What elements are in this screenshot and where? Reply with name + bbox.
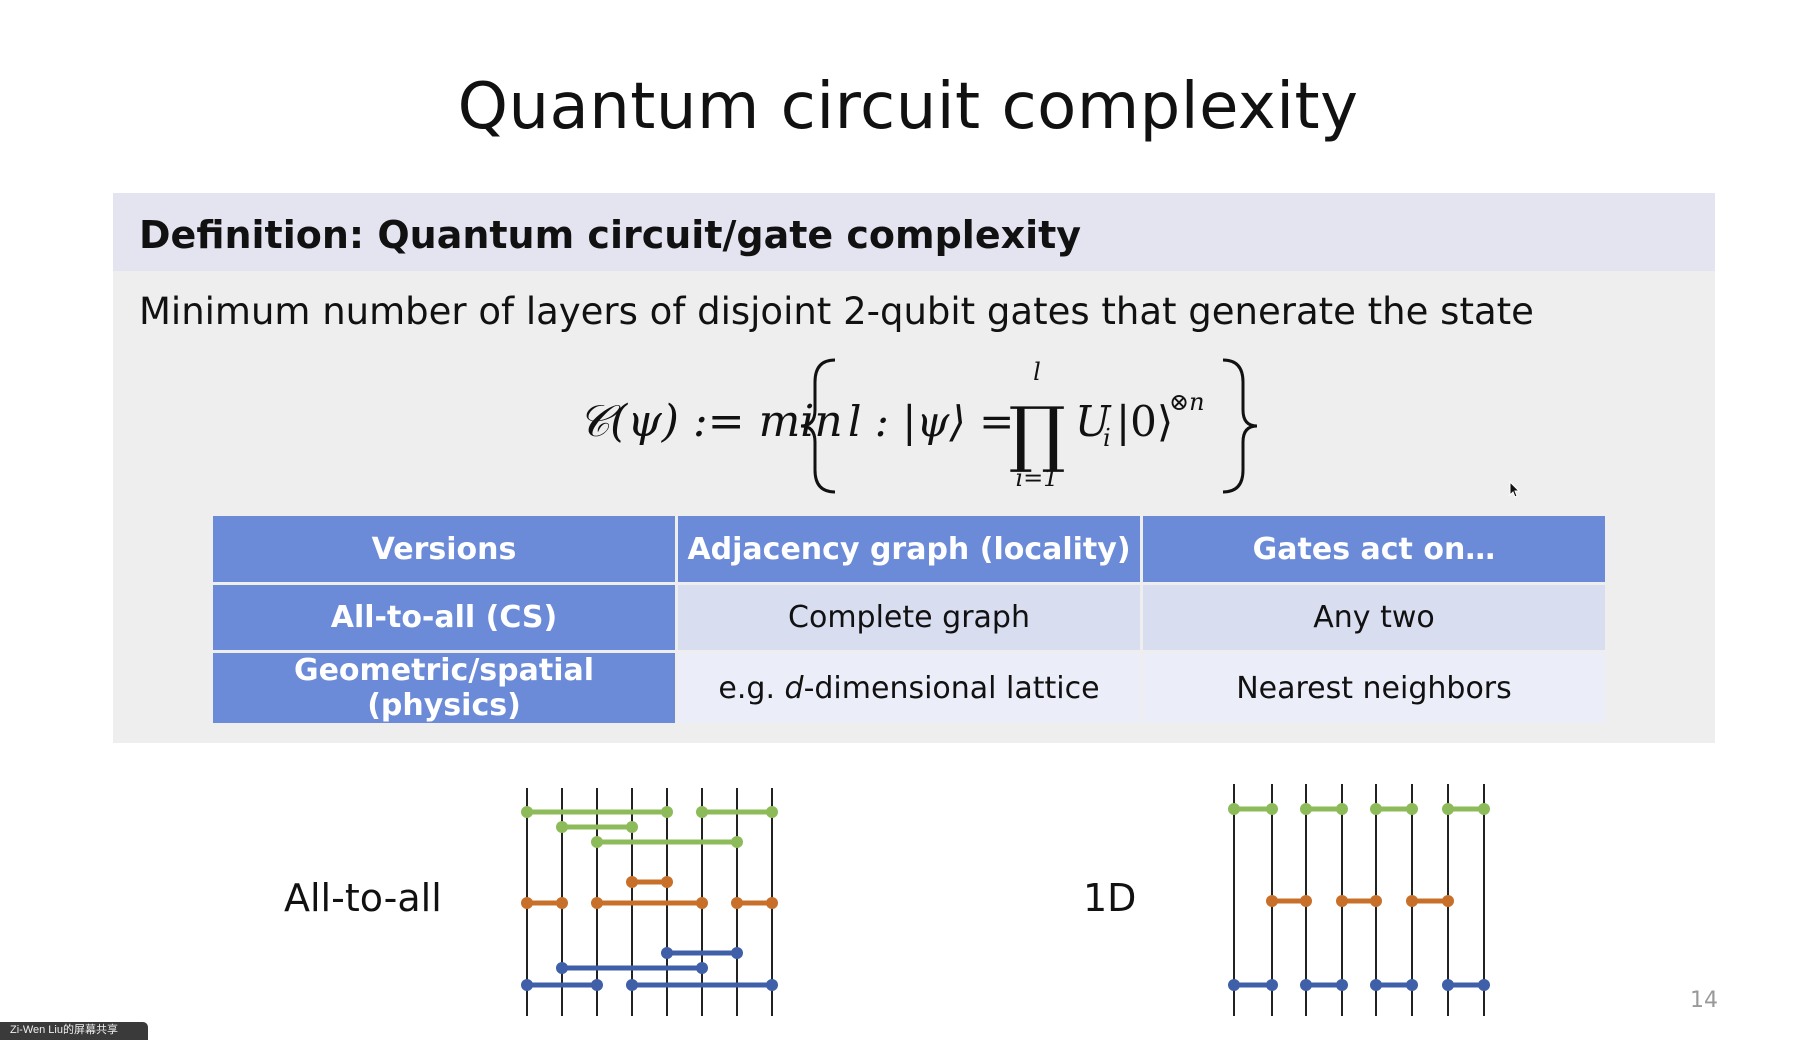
table-row: All-to-all (CS) Complete graph Any two	[213, 585, 1605, 650]
all-to-all-label: All-to-all	[284, 876, 442, 920]
product-symbol: ∏	[1008, 391, 1065, 475]
header-adjacency-graph: Adjacency graph (locality)	[678, 516, 1140, 582]
row-version: Geometric/spatial (physics)	[213, 653, 675, 723]
product-lower-limit: i=1	[1015, 464, 1058, 492]
green-gate-layer	[521, 806, 778, 848]
slide-title: Quantum circuit complexity	[457, 70, 1359, 144]
ket-zero: |0⟩	[1116, 397, 1173, 446]
one-d-label: 1D	[1083, 876, 1137, 920]
header-versions: Versions	[213, 516, 675, 582]
graph-prefix: e.g.	[718, 670, 785, 706]
complexity-formula: 𝒞(ψ) := min l : |ψ⟩ = l ∏ i=1 U i |0⟩ ⊗n	[113, 348, 1715, 498]
formula-lhs: 𝒞(ψ) := min	[578, 396, 843, 447]
formula-set-body: l : |ψ⟩ =	[848, 397, 1014, 446]
blue-gate-layer	[521, 947, 778, 991]
blue-gate-layer	[1228, 979, 1490, 991]
green-gate-layer	[1228, 803, 1490, 815]
tensor-power: ⊗n	[1169, 388, 1205, 416]
definition-header: Definition: Quantum circuit/gate complex…	[113, 193, 1715, 271]
versions-table: Versions Adjacency graph (locality) Gate…	[210, 513, 1608, 726]
definition-text: Minimum number of layers of disjoint 2-q…	[139, 290, 1534, 333]
row-gates: Any two	[1143, 585, 1605, 650]
operator-u: U	[1075, 397, 1112, 446]
all-to-all-circuit-diagram	[521, 788, 778, 1016]
row-graph: Complete graph	[678, 585, 1140, 650]
definition-box: Definition: Quantum circuit/gate complex…	[113, 193, 1715, 743]
table-header-row: Versions Adjacency graph (locality) Gate…	[213, 516, 1605, 582]
screen-share-tag[interactable]: Zi-Wen Liu的屏幕共享	[0, 1022, 148, 1040]
graph-suffix: -dimensional lattice	[803, 670, 1100, 706]
table-row: Geometric/spatial (physics) e.g. d-dimen…	[213, 653, 1605, 723]
orange-gate-layer	[521, 876, 778, 909]
right-brace	[1222, 358, 1258, 494]
mouse-cursor-icon	[1509, 481, 1521, 498]
row-version: All-to-all (CS)	[213, 585, 675, 650]
header-gates-act-on: Gates act on…	[1143, 516, 1605, 582]
left-brace	[800, 358, 836, 494]
page-number: 14	[1690, 988, 1718, 1013]
definition-header-text: Definition: Quantum circuit/gate complex…	[139, 213, 1082, 257]
operator-subscript: i	[1103, 424, 1111, 452]
row-graph: e.g. d-dimensional lattice	[678, 653, 1140, 723]
row-gates: Nearest neighbors	[1143, 653, 1605, 723]
one-d-circuit-diagram	[1228, 784, 1490, 1016]
graph-italic-d: d	[784, 670, 804, 706]
orange-gate-layer	[1266, 895, 1454, 907]
product-upper-limit: l	[1033, 358, 1041, 386]
